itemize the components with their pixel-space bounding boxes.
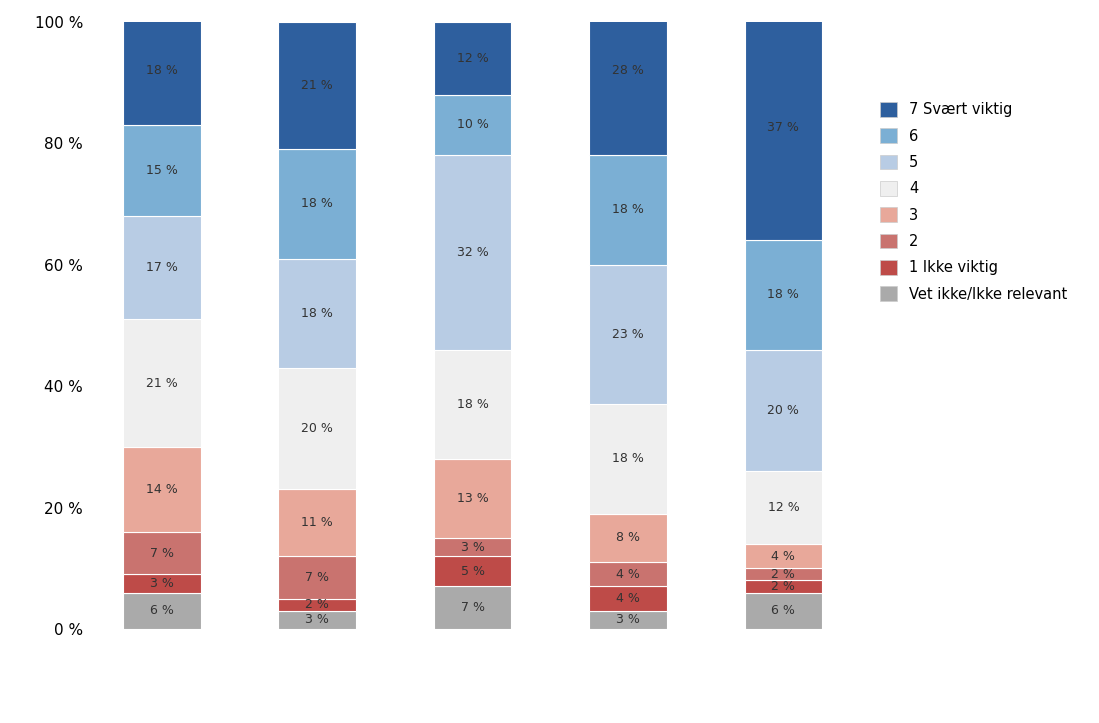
Bar	[589, 586, 667, 611]
Bar	[744, 471, 822, 544]
Text: 28 %: 28 %	[612, 64, 644, 77]
Text: 7 %: 7 %	[149, 547, 174, 560]
Text: 3 %: 3 %	[306, 613, 329, 626]
Bar	[744, 16, 822, 240]
Bar	[123, 320, 201, 447]
Text: 10 %: 10 %	[456, 119, 489, 132]
Bar	[278, 556, 356, 599]
Bar	[589, 404, 667, 513]
Text: 20 %: 20 %	[767, 404, 799, 417]
Bar	[434, 586, 511, 629]
Text: 6 %: 6 %	[149, 604, 174, 617]
Text: 2 %: 2 %	[306, 598, 329, 611]
Text: 21 %: 21 %	[146, 377, 178, 390]
Text: 2 %: 2 %	[771, 568, 796, 581]
Text: 5 %: 5 %	[460, 565, 485, 578]
Bar	[278, 259, 356, 368]
Bar	[123, 216, 201, 320]
Bar	[589, 155, 667, 265]
Bar	[744, 544, 822, 568]
Text: 18 %: 18 %	[612, 203, 644, 216]
Bar	[123, 125, 201, 216]
Bar	[744, 350, 822, 471]
Text: 15 %: 15 %	[146, 164, 178, 177]
Bar	[434, 459, 511, 538]
Bar	[589, 611, 667, 629]
Bar	[744, 240, 822, 350]
Bar	[434, 350, 511, 459]
Bar	[744, 581, 822, 593]
Bar	[123, 447, 201, 532]
Bar	[589, 0, 667, 155]
Bar	[434, 22, 511, 95]
Text: 18 %: 18 %	[767, 288, 799, 301]
Bar	[589, 265, 667, 404]
Bar	[434, 556, 511, 586]
Text: 20 %: 20 %	[301, 422, 333, 435]
Bar	[744, 593, 822, 629]
Text: 32 %: 32 %	[457, 246, 488, 259]
Text: 18 %: 18 %	[456, 398, 489, 411]
Bar	[278, 368, 356, 489]
Bar	[278, 489, 356, 556]
Text: 11 %: 11 %	[301, 516, 333, 529]
Text: 3 %: 3 %	[460, 541, 485, 554]
Bar	[434, 538, 511, 556]
Bar	[278, 22, 356, 149]
Text: 4 %: 4 %	[771, 549, 796, 562]
Text: 18 %: 18 %	[146, 64, 178, 77]
Bar	[123, 593, 201, 629]
Bar	[123, 532, 201, 574]
Text: 4 %: 4 %	[617, 568, 640, 581]
Bar	[278, 149, 356, 259]
Text: 17 %: 17 %	[146, 261, 178, 274]
Text: 13 %: 13 %	[457, 492, 488, 505]
Bar	[744, 568, 822, 581]
Text: 18 %: 18 %	[301, 197, 333, 210]
Text: 21 %: 21 %	[301, 79, 333, 92]
Bar	[123, 574, 201, 593]
Bar	[589, 513, 667, 562]
Bar	[434, 95, 511, 155]
Text: 3 %: 3 %	[617, 613, 640, 626]
Text: 7 %: 7 %	[460, 602, 485, 615]
Bar	[278, 611, 356, 629]
Bar	[278, 599, 356, 611]
Text: 23 %: 23 %	[612, 328, 644, 341]
Legend: 7 Svært viktig, 6, 5, 4, 3, 2, 1 Ikke viktig, Vet ikke/Ikke relevant: 7 Svært viktig, 6, 5, 4, 3, 2, 1 Ikke vi…	[880, 102, 1067, 301]
Text: 18 %: 18 %	[301, 307, 333, 320]
Text: 37 %: 37 %	[767, 121, 799, 134]
Text: 6 %: 6 %	[771, 604, 796, 617]
Text: 2 %: 2 %	[771, 580, 796, 593]
Bar	[123, 16, 201, 125]
Bar	[589, 562, 667, 586]
Text: 8 %: 8 %	[615, 531, 640, 544]
Text: 12 %: 12 %	[457, 51, 488, 64]
Text: 4 %: 4 %	[617, 592, 640, 605]
Text: 12 %: 12 %	[767, 501, 799, 514]
Text: 7 %: 7 %	[306, 571, 330, 584]
Bar	[434, 155, 511, 350]
Text: 18 %: 18 %	[612, 453, 644, 466]
Text: 3 %: 3 %	[149, 577, 174, 590]
Text: 14 %: 14 %	[146, 483, 178, 496]
